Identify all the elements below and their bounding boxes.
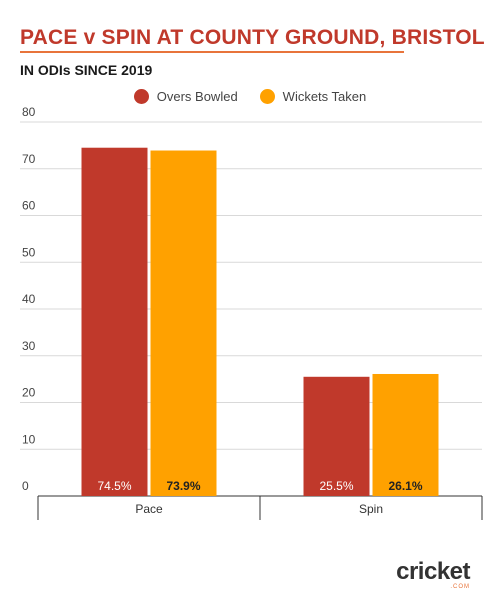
legend-label-overs: Overs Bowled: [156, 89, 238, 104]
legend-swatch-wickets: [259, 89, 275, 104]
y-tick-label: 0: [22, 479, 29, 493]
bar-wickets-pace: [150, 150, 217, 496]
data-label: 25.5%: [319, 479, 353, 493]
y-tick-label: 50: [22, 245, 36, 259]
y-tick-label: 40: [22, 292, 36, 306]
y-tick-label: 30: [22, 339, 36, 353]
legend-item-overs: Overs Bowled: [133, 89, 238, 104]
bar-overs-pace: [81, 147, 148, 496]
y-tick-label: 20: [22, 386, 36, 400]
legend-label-wickets: Wickets Taken: [282, 89, 367, 104]
x-category-label: Spin: [359, 502, 383, 516]
title-underline: [20, 51, 404, 53]
data-label: 73.9%: [166, 479, 200, 493]
data-label: 74.5%: [97, 479, 131, 493]
y-tick-label: 80: [22, 105, 36, 119]
logo-wordmark: cricket: [396, 558, 470, 585]
cricket-logo: cricket .COM: [396, 558, 470, 591]
legend-swatch-overs: [133, 89, 149, 104]
y-tick-label: 70: [22, 152, 36, 166]
x-category-label: Pace: [135, 502, 163, 516]
legend: Overs Bowled Wickets Taken: [0, 89, 500, 104]
chart-title: PACE v SPIN AT COUNTY GROUND, BRISTOL: [20, 26, 485, 49]
y-tick-label: 60: [22, 199, 36, 213]
y-tick-label: 10: [22, 432, 36, 446]
bar-overs-spin: [303, 376, 370, 496]
bar-wickets-spin: [372, 373, 439, 496]
chart-subtitle: IN ODIs SINCE 2019: [20, 62, 153, 78]
logo-subtext: .COM: [450, 584, 470, 590]
legend-item-wickets: Wickets Taken: [259, 89, 367, 104]
data-label: 26.1%: [388, 479, 422, 493]
